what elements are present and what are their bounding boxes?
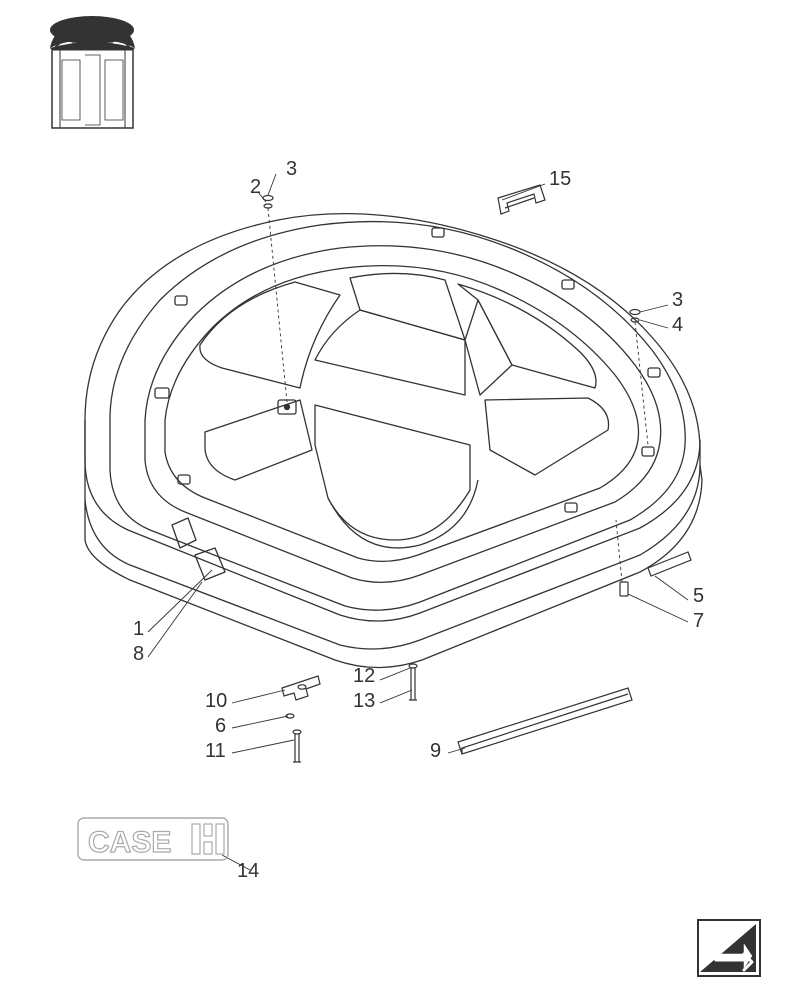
- parts-exploded: [263, 185, 691, 762]
- callout-label: 3: [286, 158, 297, 181]
- callout-label: 2: [250, 176, 261, 199]
- callout-label: 7: [693, 610, 704, 633]
- callout-label: 10: [205, 690, 227, 713]
- thumbnail-inset: [35, 15, 145, 135]
- callout-label: 3: [672, 289, 683, 312]
- callout-label: 8: [133, 643, 144, 666]
- roof-main: [85, 214, 702, 668]
- diagram-canvas: CASE: [0, 0, 788, 1000]
- callout-label: 13: [353, 690, 375, 713]
- callout-label: 9: [430, 740, 441, 763]
- leader-lines: [148, 174, 688, 870]
- callout-label: 6: [215, 715, 226, 738]
- callout-label: 12: [353, 665, 375, 688]
- callout-label: 14: [237, 860, 259, 883]
- case-logo: CASE: [78, 818, 228, 860]
- callout-label: 4: [672, 314, 683, 337]
- callout-label: 1: [133, 618, 144, 641]
- callout-label: 15: [549, 168, 571, 191]
- callout-label: 5: [693, 585, 704, 608]
- callout-label: 11: [205, 740, 226, 763]
- brand-text: CASE: [88, 826, 171, 859]
- next-page-icon[interactable]: [698, 920, 760, 976]
